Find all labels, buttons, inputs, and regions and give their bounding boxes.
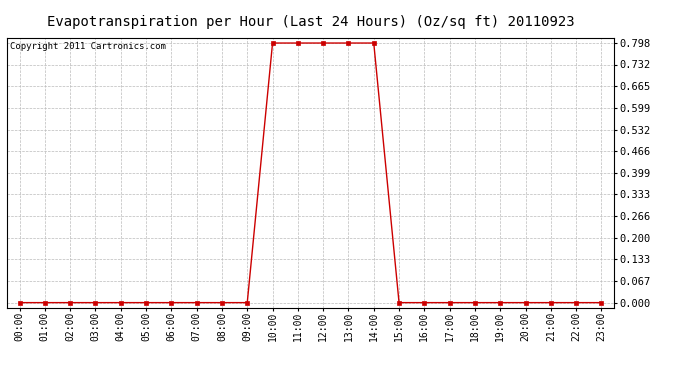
Text: Copyright 2011 Cartronics.com: Copyright 2011 Cartronics.com	[10, 42, 166, 51]
Text: Evapotranspiration per Hour (Last 24 Hours) (Oz/sq ft) 20110923: Evapotranspiration per Hour (Last 24 Hou…	[47, 15, 574, 29]
